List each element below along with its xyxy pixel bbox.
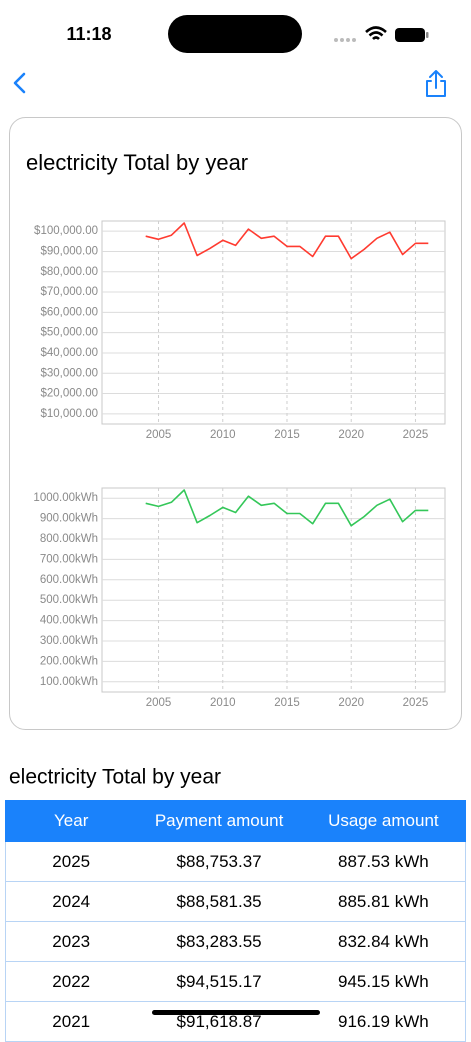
table-header: Year Payment amount Usage amount xyxy=(5,800,466,842)
x-tick-label: 2025 xyxy=(403,697,429,709)
x-tick-label: 2015 xyxy=(274,697,300,709)
y-tick-label: 200.00kWh xyxy=(40,655,98,667)
x-tick-label: 2010 xyxy=(210,429,236,441)
y-tick-label: $40,000.00 xyxy=(40,347,98,359)
y-tick-label: $20,000.00 xyxy=(40,388,98,400)
data-line xyxy=(145,222,429,260)
table: Year Payment amount Usage amount 2025 $88,75… xyxy=(5,800,466,1042)
y-tick-label: 400.00kWh xyxy=(40,615,98,627)
table-cell: 2024 xyxy=(52,891,91,911)
y-tick-label: 300.00kWh xyxy=(40,635,98,647)
plot-frame xyxy=(101,487,446,693)
y-tick-label: 900.00kWh xyxy=(40,513,98,525)
table-row: 2022 $94,515.17 945.15 kWh xyxy=(5,962,466,1002)
table-row: 2021 $91,618.87 916.19 kWh xyxy=(5,1002,466,1042)
table-cell: 2022 xyxy=(52,971,91,991)
y-tick-label: $90,000.00 xyxy=(40,245,98,257)
x-tick-label: 2020 xyxy=(338,697,364,709)
table-cell: $83,283.55 xyxy=(176,931,262,951)
y-tick-label: $60,000.00 xyxy=(40,306,98,318)
x-tick-label: 2010 xyxy=(210,697,236,709)
wifi-icon xyxy=(365,26,387,40)
y-tick-label: 100.00kWh xyxy=(40,676,98,688)
y-tick-label: $100,000.00 xyxy=(34,225,98,237)
dynamic-island xyxy=(168,15,302,53)
y-tick-label: 500.00kWh xyxy=(40,594,98,606)
y-tick-label: 1000.00kWh xyxy=(33,492,98,504)
y-tick-label: 600.00kWh xyxy=(40,574,98,586)
y-tick-label: 800.00kWh xyxy=(40,533,98,545)
x-tick-label: 2020 xyxy=(338,429,364,441)
column-header: Payment amount xyxy=(154,811,284,830)
table-cell: 2021 xyxy=(52,1011,91,1031)
x-tick-label: 2015 xyxy=(274,429,300,441)
table-cell: $88,581.35 xyxy=(176,891,262,911)
table-cell: $94,515.17 xyxy=(176,971,262,991)
data-line xyxy=(145,489,429,527)
status-time: 11:18 xyxy=(66,24,111,44)
column-header: Year xyxy=(54,811,89,830)
back-button[interactable] xyxy=(13,72,26,94)
table-row: 2023 $83,283.55 832.84 kWh xyxy=(5,922,466,962)
x-tick-label: 2005 xyxy=(146,429,172,441)
table-cell: $88,753.37 xyxy=(176,851,262,871)
table-cell: $91,618.87 xyxy=(176,1011,262,1031)
y-tick-label: $10,000.00 xyxy=(40,408,98,420)
chart-title: electricity Total by year xyxy=(26,150,248,175)
y-tick-label: $70,000.00 xyxy=(40,286,98,298)
signal-icon xyxy=(334,38,356,42)
battery-icon xyxy=(395,28,429,42)
x-tick-label: 2005 xyxy=(146,697,172,709)
column-header: Usage amount xyxy=(328,811,439,830)
x-tick-label: 2025 xyxy=(403,429,429,441)
table-cell: 885.81 kWh xyxy=(337,891,429,911)
plot-frame xyxy=(101,220,446,425)
table-title: electricity Total by year xyxy=(9,766,221,789)
y-tick-label: $50,000.00 xyxy=(40,327,98,339)
table-row: 2025 $88,753.37 887.53 kWh xyxy=(5,842,466,882)
table-cell: 887.53 kWh xyxy=(337,851,429,871)
table-cell: 2023 xyxy=(52,931,91,951)
table-cell: 832.84 kWh xyxy=(337,931,429,951)
table-cell: 916.19 kWh xyxy=(337,1011,429,1031)
y-tick-label: $80,000.00 xyxy=(40,266,98,278)
y-tick-label: 700.00kWh xyxy=(40,553,98,565)
table-row: 2024 $88,581.35 885.81 kWh xyxy=(5,882,466,922)
table-cell: 945.15 kWh xyxy=(337,971,429,991)
table-cell: 2025 xyxy=(52,851,91,871)
y-tick-label: $30,000.00 xyxy=(40,367,98,379)
share-button[interactable] xyxy=(426,70,446,97)
